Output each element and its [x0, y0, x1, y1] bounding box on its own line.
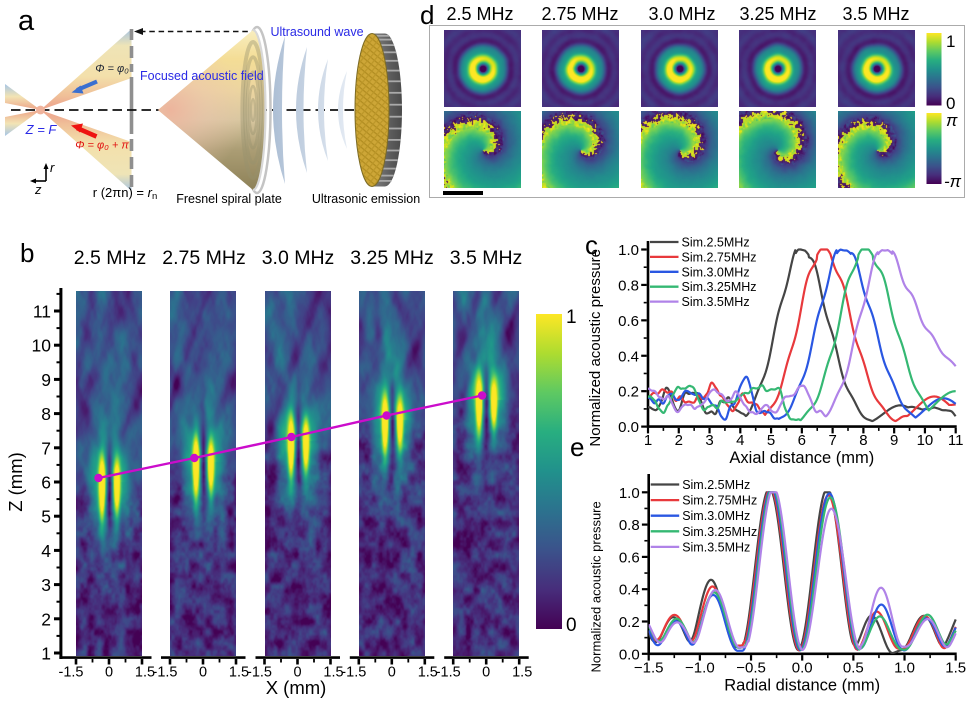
svg-text:Φ = φ₀ + π: Φ = φ₀ + π	[75, 140, 129, 152]
svg-text:0.0: 0.0	[619, 646, 640, 663]
svg-text:−1.0: −1.0	[685, 659, 715, 676]
svg-text:Z (mm): Z (mm)	[5, 452, 26, 512]
svg-text:1.5: 1.5	[945, 659, 966, 676]
svg-text:-1.5: -1.5	[59, 665, 84, 681]
svg-text:5: 5	[41, 507, 51, 527]
svg-text:3: 3	[705, 432, 713, 449]
svg-text:0.2: 0.2	[619, 614, 640, 631]
svg-text:Ultrasonic emission: Ultrasonic emission	[312, 192, 420, 206]
svg-text:0: 0	[946, 94, 955, 113]
svg-text:Sim.3.0MHz: Sim.3.0MHz	[682, 265, 750, 279]
svg-text:9: 9	[890, 432, 898, 449]
svg-text:1.0: 1.0	[618, 242, 639, 259]
svg-text:0.4: 0.4	[619, 582, 640, 599]
svg-text:2: 2	[41, 609, 51, 629]
svg-text:0.6: 0.6	[619, 549, 640, 566]
svg-text:2: 2	[675, 432, 683, 449]
svg-text:0.0: 0.0	[618, 419, 639, 436]
svg-text:Z = F: Z = F	[25, 122, 58, 137]
svg-text:6: 6	[41, 473, 51, 493]
svg-text:Sim.2.5MHz: Sim.2.5MHz	[682, 478, 750, 492]
svg-text:Radial distance (mm): Radial distance (mm)	[724, 676, 880, 694]
svg-text:0: 0	[105, 665, 113, 681]
svg-text:7: 7	[828, 432, 836, 449]
svg-text:r (2πn) = rn: r (2πn) = rn	[93, 185, 157, 202]
svg-text:-1.5: -1.5	[341, 665, 366, 681]
svg-text:4: 4	[41, 541, 51, 561]
svg-text:-1.5: -1.5	[153, 665, 178, 681]
svg-text:10: 10	[917, 432, 934, 449]
svg-text:8: 8	[859, 432, 867, 449]
svg-text:0: 0	[199, 665, 207, 681]
svg-text:X (mm): X (mm)	[266, 677, 327, 698]
svg-text:Axial distance (mm): Axial distance (mm)	[729, 449, 874, 467]
svg-text:1: 1	[41, 644, 51, 664]
svg-text:11: 11	[33, 302, 51, 322]
svg-text:5: 5	[767, 432, 775, 449]
svg-text:Normalized acoustic pressure: Normalized acoustic pressure	[587, 249, 604, 447]
svg-text:0.6: 0.6	[618, 313, 639, 330]
svg-text:0.4: 0.4	[618, 348, 639, 365]
svg-text:Sim.3.0MHz: Sim.3.0MHz	[682, 509, 750, 523]
svg-text:3: 3	[41, 575, 51, 595]
svg-text:-1.5: -1.5	[247, 665, 272, 681]
svg-text:Sim.3.5MHz: Sim.3.5MHz	[682, 540, 750, 554]
svg-text:Sim.2.75MHz: Sim.2.75MHz	[682, 250, 757, 264]
svg-text:r: r	[50, 160, 55, 175]
svg-text:-1.5: -1.5	[436, 665, 461, 681]
svg-text:0: 0	[388, 665, 396, 681]
svg-text:0: 0	[566, 615, 577, 636]
svg-text:10: 10	[32, 336, 52, 356]
svg-text:0.2: 0.2	[618, 384, 639, 401]
svg-text:1.5: 1.5	[229, 665, 249, 681]
svg-text:0.0: 0.0	[792, 659, 813, 676]
svg-text:Sim.2.5MHz: Sim.2.5MHz	[682, 236, 750, 250]
svg-text:0.8: 0.8	[618, 277, 639, 294]
svg-text:1.0: 1.0	[619, 485, 640, 502]
svg-text:Focused acoustic field: Focused acoustic field	[140, 69, 264, 83]
svg-text:Sim.3.5MHz: Sim.3.5MHz	[682, 295, 750, 309]
svg-text:Sim.3.25MHz: Sim.3.25MHz	[682, 525, 757, 539]
svg-text:7: 7	[41, 438, 51, 458]
svg-text:Φ = φ₀: Φ = φ₀	[95, 63, 129, 75]
svg-text:1.5: 1.5	[512, 665, 532, 681]
svg-text:1.5: 1.5	[418, 665, 438, 681]
svg-text:−1.5: −1.5	[634, 659, 664, 676]
svg-text:1: 1	[946, 32, 955, 51]
svg-text:1.5: 1.5	[135, 665, 155, 681]
svg-text:1.0: 1.0	[894, 659, 915, 676]
svg-text:4: 4	[736, 432, 744, 449]
svg-text:0.8: 0.8	[619, 517, 640, 534]
svg-text:Ultrasound wave: Ultrasound wave	[270, 25, 363, 39]
svg-text:z: z	[34, 182, 42, 197]
svg-text:Fresnel spiral plate: Fresnel spiral plate	[176, 192, 282, 206]
svg-text:6: 6	[798, 432, 806, 449]
svg-text:0: 0	[293, 665, 301, 681]
svg-text:1: 1	[644, 432, 652, 449]
svg-text:Sim.2.75MHz: Sim.2.75MHz	[682, 494, 757, 508]
svg-text:a: a	[18, 5, 35, 37]
svg-text:9: 9	[41, 370, 51, 390]
svg-text:Normalized acoustic pressure: Normalized acoustic pressure	[589, 501, 604, 672]
svg-text:−0.5: −0.5	[736, 659, 766, 676]
svg-text:1: 1	[566, 307, 577, 328]
svg-text:8: 8	[41, 404, 51, 424]
svg-text:11: 11	[948, 432, 964, 449]
svg-text:0: 0	[482, 665, 490, 681]
svg-text:π: π	[946, 111, 958, 130]
svg-text:1.5: 1.5	[323, 665, 343, 681]
svg-text:0.5: 0.5	[843, 659, 864, 676]
svg-text:Sim.3.25MHz: Sim.3.25MHz	[682, 280, 757, 294]
svg-text:-π: -π	[944, 172, 962, 191]
